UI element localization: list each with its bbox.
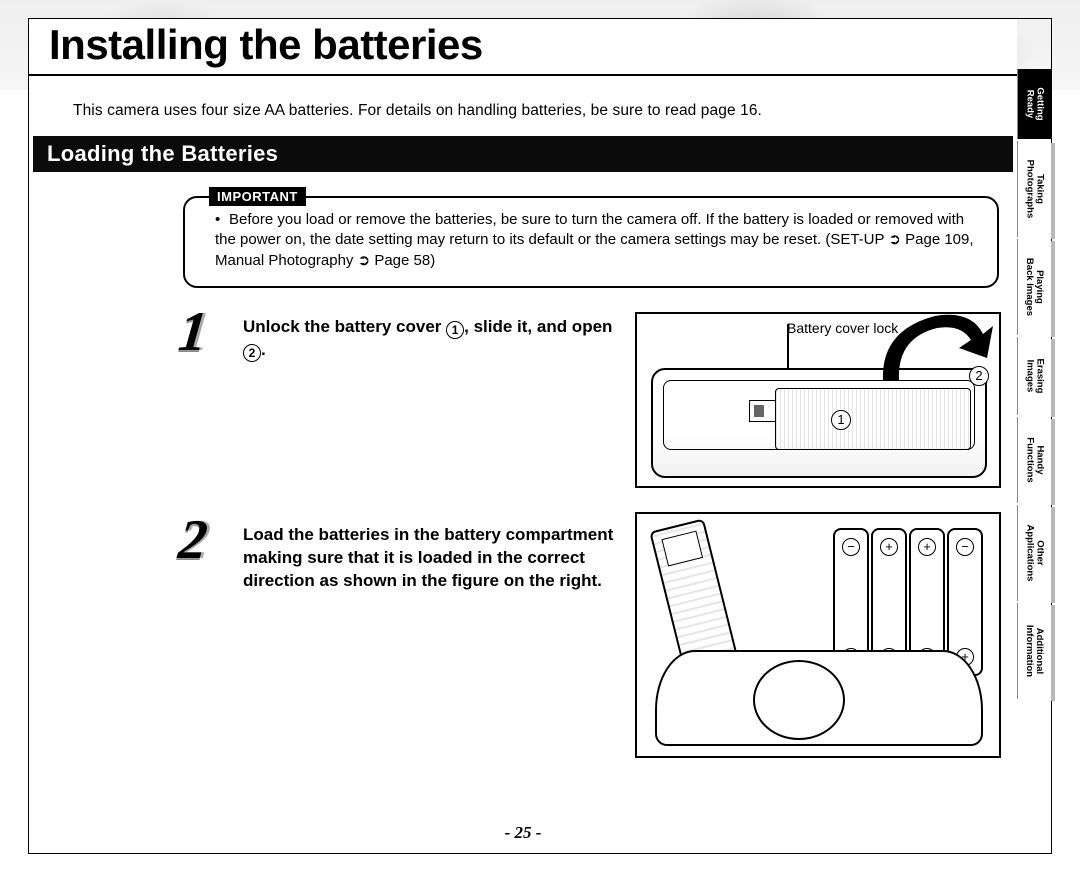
side-tab[interactable]: Other Applications [1017,505,1051,601]
polarity-plus-icon: + [918,538,936,556]
side-tab-label: Taking Photographs [1025,160,1045,219]
step-2-number: 2 [176,508,211,572]
figure-2: − + + − + − − + [635,512,1001,758]
side-tab[interactable]: Taking Photographs [1017,141,1051,237]
camera-base-outline [655,650,983,746]
battery-cover [775,388,971,450]
side-tabs: Getting Ready Taking Photographs Playing B… [1017,19,1051,853]
circled-2-marker: 2 [969,366,989,386]
important-text: •Before you load or remove the batteries… [215,210,981,271]
polarity-minus-icon: − [956,538,974,556]
important-box: IMPORTANT •Before you load or remove the… [183,196,999,288]
circled-2-inline: 2 [243,344,261,362]
step-2-text: Load the batteries in the battery compar… [243,524,633,593]
page-title: Installing the batteries [49,21,491,69]
important-tag: IMPORTANT [209,187,306,206]
side-tab[interactable]: Getting Ready [1017,69,1051,139]
circled-1-marker: 1 [831,410,851,430]
step-1-text-a: Unlock the battery cover [243,317,446,336]
page-inner: Installing the batteries This camera use… [29,19,1017,853]
step-1-text: Unlock the battery cover 1, slide it, an… [243,316,623,362]
intro-text: This camera uses four size AA batteries.… [73,102,762,120]
important-body: Before you load or remove the batteries,… [215,211,974,269]
step-1-text-b: , slide it, and open [464,317,612,336]
section-header: Loading the Batteries [33,136,1013,172]
polarity-minus-icon: − [842,538,860,556]
circled-1-inline: 1 [446,321,464,339]
side-tab-label: Handy Functions [1025,437,1045,482]
side-tab[interactable]: Additional Information [1017,603,1051,699]
content-area: This camera uses four size AA batteries.… [29,80,1017,853]
title-rule [29,74,1051,76]
figure-1: Battery cover lock 1 2 [635,312,1001,488]
step-1-text-c: . [261,340,266,359]
side-tab[interactable]: Erasing Images [1017,337,1051,415]
side-tab[interactable]: Playing Back Images [1017,239,1051,335]
page-border: Installing the batteries This camera use… [28,18,1052,854]
side-tab[interactable]: Handy Functions [1017,417,1051,503]
battery-cover-lock-icon [749,400,777,422]
side-tab-label: Playing Back Images [1025,258,1045,316]
side-tab-label: Additional Information [1025,625,1045,677]
side-tab-label: Other Applications [1025,524,1045,581]
step-1-number: 1 [176,300,211,364]
page-number: - 25 - [29,823,1017,843]
bullet-icon: • [215,210,229,230]
polarity-plus-icon: + [880,538,898,556]
camera-lens-icon [753,660,845,740]
title-bar: Installing the batteries [29,20,1017,80]
side-tab-label: Getting Ready [1025,87,1045,120]
side-tab-label: Erasing Images [1025,359,1045,394]
